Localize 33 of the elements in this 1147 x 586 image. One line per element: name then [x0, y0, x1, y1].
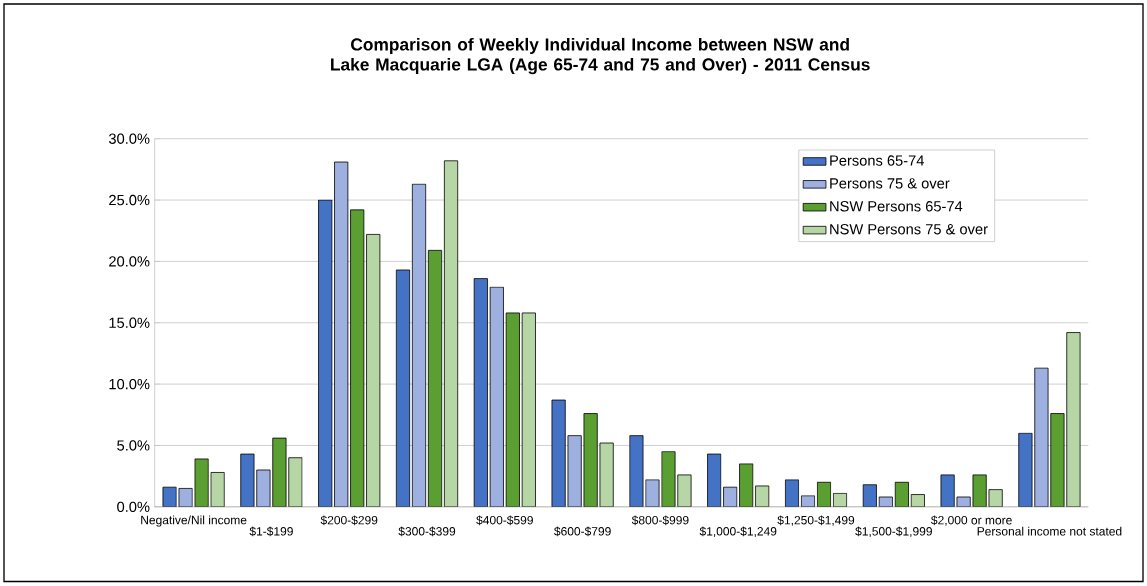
x-tick-label: $600-$799 [554, 526, 611, 537]
bar [629, 435, 644, 508]
y-tick-label: 5.0% [117, 440, 150, 451]
x-tick-label: $1,000-$1,249 [699, 526, 777, 538]
legend-label: Persons 75 & over [830, 178, 950, 189]
legend-label: NSW Persons 75 & over [830, 224, 988, 235]
bar [739, 463, 754, 508]
chart-title: Comparison of Weekly Individual Income between NSW and Lake Macquarie LGA (Age 65-74 and 75 and Over) - 2011 Census [331, 38, 870, 75]
legend-label: Persons 65-74 [830, 155, 924, 166]
bar [194, 458, 209, 508]
y-tick-label: 25.0% [109, 195, 150, 206]
bar [910, 494, 925, 508]
x-tick-label: $1,250-$1,499 [777, 515, 855, 527]
x-tick-label: $200-$299 [320, 515, 378, 526]
bar [832, 493, 848, 508]
x-tick-label: Negative/Nil income [141, 515, 247, 527]
x-tick-label: $2,000 or more [931, 515, 1012, 527]
legend-label: NSW Persons 65-74 [830, 201, 963, 212]
x-tick-label: $300-$399 [398, 526, 456, 537]
y-tick-label: 15.0% [109, 317, 150, 329]
bar [210, 472, 225, 508]
y-tick-label: 30.0% [108, 133, 150, 145]
x-tick-label: $400-$599 [476, 515, 533, 526]
bar [723, 487, 738, 508]
x-tick-label: $1-$199 [249, 526, 293, 537]
y-tick-label: 0.0% [117, 501, 150, 513]
x-tick-label: $800-$999 [631, 515, 689, 526]
x-tick-label: $1,500-$1,999 [855, 526, 932, 538]
y-tick-label: 20.0% [109, 256, 150, 267]
x-tick-label: Personal income not stated [977, 526, 1122, 536]
y-tick-label: 10.0% [109, 379, 150, 390]
bar [784, 479, 800, 508]
bar [162, 487, 177, 508]
